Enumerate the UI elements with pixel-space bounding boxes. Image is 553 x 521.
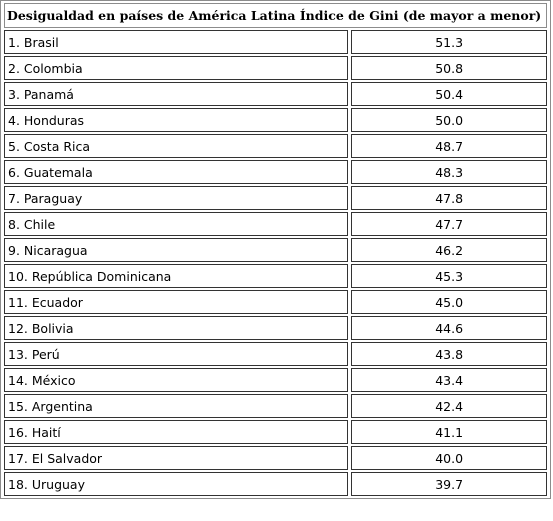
table-row: 3. Panamá 50.4 [4, 82, 547, 106]
table-row: 15. Argentina 42.4 [4, 394, 547, 418]
gini-value-cell: 43.8 [351, 342, 547, 366]
gini-value-cell: 50.0 [351, 108, 547, 132]
gini-value-cell: 47.8 [351, 186, 547, 210]
table-row: 13. Perú 43.8 [4, 342, 547, 366]
country-cell: 9. Nicaragua [4, 238, 349, 262]
gini-value-cell: 45.0 [351, 290, 547, 314]
country-cell: 5. Costa Rica [4, 134, 349, 158]
country-cell: 13. Perú [4, 342, 349, 366]
table-row: 5. Costa Rica 48.7 [4, 134, 547, 158]
table-row: 1. Brasil 51.3 [4, 30, 547, 54]
table-header-row: Desigualdad en países de América Latina … [4, 3, 547, 28]
table-row: 16. Haití 41.1 [4, 420, 547, 444]
gini-value-cell: 40.0 [351, 446, 547, 470]
table-row: 7. Paraguay 47.8 [4, 186, 547, 210]
gini-value-cell: 43.4 [351, 368, 547, 392]
gini-table: Desigualdad en países de América Latina … [0, 0, 551, 499]
country-cell: 17. El Salvador [4, 446, 349, 470]
table-row: 6. Guatemala 48.3 [4, 160, 547, 184]
gini-value-cell: 39.7 [351, 472, 547, 496]
country-cell: 2. Colombia [4, 56, 349, 80]
country-cell: 8. Chile [4, 212, 349, 236]
gini-value-cell: 50.4 [351, 82, 547, 106]
table-row: 2. Colombia 50.8 [4, 56, 547, 80]
table-row: 8. Chile 47.7 [4, 212, 547, 236]
table-row: 17. El Salvador 40.0 [4, 446, 547, 470]
table-row: 12. Bolivia 44.6 [4, 316, 547, 340]
table-row: 18. Uruguay 39.7 [4, 472, 547, 496]
table-row: 10. República Dominicana 45.3 [4, 264, 547, 288]
table-row: 14. México 43.4 [4, 368, 547, 392]
gini-value-cell: 42.4 [351, 394, 547, 418]
gini-value-cell: 45.3 [351, 264, 547, 288]
gini-value-cell: 46.2 [351, 238, 547, 262]
country-cell: 15. Argentina [4, 394, 349, 418]
country-cell: 14. México [4, 368, 349, 392]
gini-value-cell: 50.8 [351, 56, 547, 80]
gini-value-cell: 44.6 [351, 316, 547, 340]
table-row: 9. Nicaragua 46.2 [4, 238, 547, 262]
table-title: Desigualdad en países de América Latina … [4, 3, 547, 28]
country-cell: 16. Haití [4, 420, 349, 444]
country-cell: 3. Panamá [4, 82, 349, 106]
country-cell: 4. Honduras [4, 108, 349, 132]
gini-value-cell: 41.1 [351, 420, 547, 444]
gini-value-cell: 48.3 [351, 160, 547, 184]
country-cell: 10. República Dominicana [4, 264, 349, 288]
gini-value-cell: 47.7 [351, 212, 547, 236]
country-cell: 1. Brasil [4, 30, 349, 54]
country-cell: 6. Guatemala [4, 160, 349, 184]
gini-value-cell: 48.7 [351, 134, 547, 158]
table-row: 11. Ecuador 45.0 [4, 290, 547, 314]
country-cell: 7. Paraguay [4, 186, 349, 210]
country-cell: 18. Uruguay [4, 472, 349, 496]
country-cell: 11. Ecuador [4, 290, 349, 314]
gini-value-cell: 51.3 [351, 30, 547, 54]
country-cell: 12. Bolivia [4, 316, 349, 340]
table-row: 4. Honduras 50.0 [4, 108, 547, 132]
